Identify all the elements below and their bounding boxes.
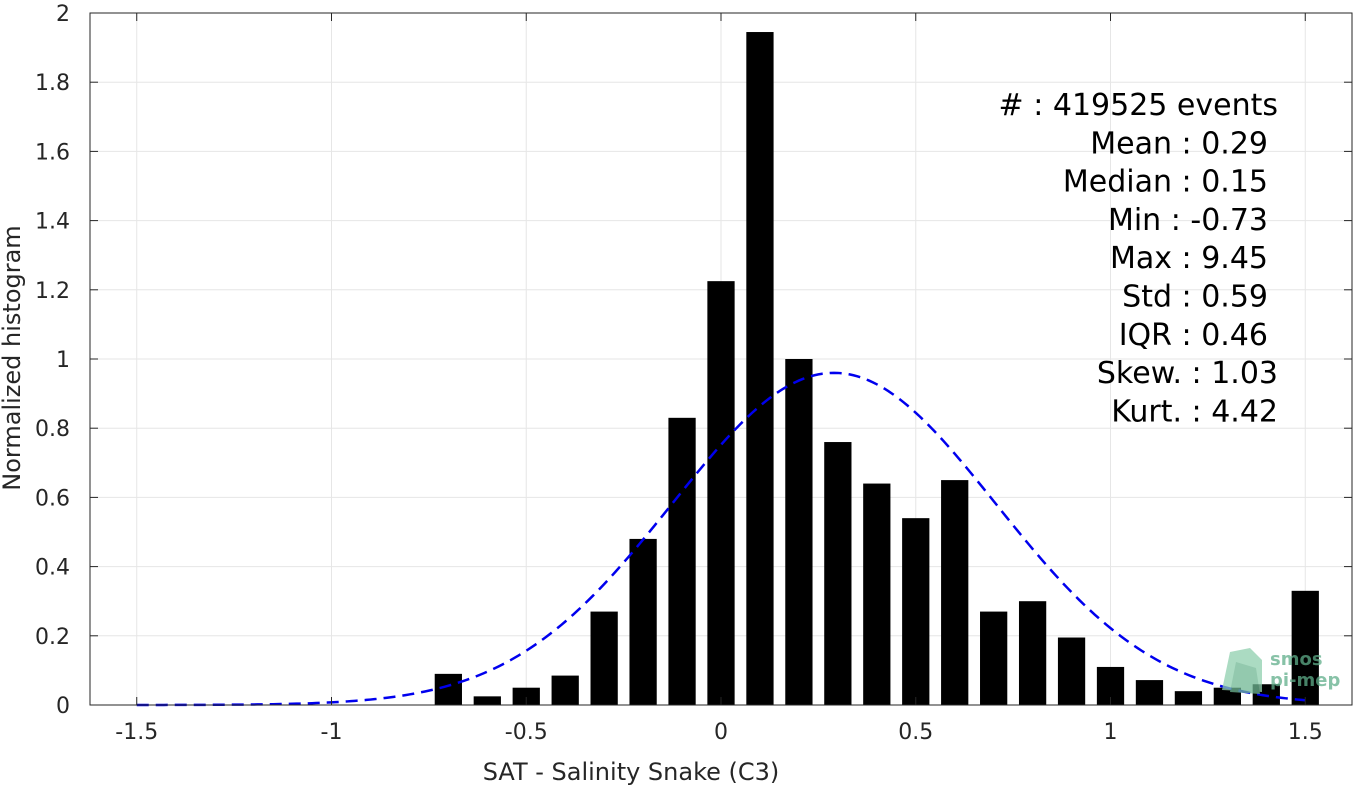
stat-line: Skew. : 1.03 xyxy=(1097,356,1278,391)
histogram-bar xyxy=(668,417,696,705)
histogram-bar xyxy=(473,696,501,705)
y-tick-label: 1.6 xyxy=(35,140,70,165)
histogram-bar xyxy=(590,611,618,705)
stat-line: Min : -0.73 xyxy=(1108,203,1268,238)
x-tick-label: -0.5 xyxy=(505,720,548,745)
stat-line: Max : 9.45 xyxy=(1110,241,1268,276)
y-tick-label: 0.6 xyxy=(35,486,70,511)
x-tick-label: -1.5 xyxy=(115,720,158,745)
histogram-bar xyxy=(785,359,813,705)
stat-line: Median : 0.15 xyxy=(1063,165,1268,200)
y-axis-label: Normalized histogram xyxy=(0,225,26,490)
stat-line: Kurt. : 4.42 xyxy=(1111,394,1278,429)
stat-line: Std : 0.59 xyxy=(1122,280,1268,315)
y-tick-label: 0.8 xyxy=(35,417,70,442)
x-tick-label: 1 xyxy=(1104,720,1118,745)
logo-line-2: pi-mep xyxy=(1270,670,1340,691)
histogram-bar xyxy=(1174,691,1203,705)
logo-line-1: smos xyxy=(1270,649,1323,670)
x-tick-label: 0 xyxy=(714,720,728,745)
histogram-bar xyxy=(863,483,891,705)
y-tick-label: 1.8 xyxy=(35,71,70,96)
histogram-bar xyxy=(434,673,462,705)
histogram-bar xyxy=(512,687,540,705)
histogram-bar xyxy=(941,480,969,705)
histogram-bar xyxy=(1057,637,1086,705)
y-tick-label: 0.2 xyxy=(35,625,70,650)
x-tick-label: 0.5 xyxy=(898,720,933,745)
histogram-bar xyxy=(1018,601,1047,705)
axes-ticks: -1.5 -1 -0.5 0 0.5 1 1.5 0 0.2 0.4 0.6 0.8 1 1.2 1.4 1.… xyxy=(35,2,1352,745)
histogram-bar xyxy=(629,538,657,705)
histogram-bars xyxy=(434,32,1319,705)
histogram-bar xyxy=(902,518,930,705)
y-tick-label: 0 xyxy=(56,694,70,719)
y-tick-label: 0.4 xyxy=(35,556,70,581)
histogram-bar xyxy=(824,442,852,705)
x-tick-label: -1 xyxy=(321,720,343,745)
stat-line: IQR : 0.46 xyxy=(1119,318,1268,353)
y-tick-label: 1 xyxy=(56,348,70,373)
histogram-bar xyxy=(746,32,774,705)
y-tick-label: 1.4 xyxy=(35,210,70,235)
x-tick-label: 1.5 xyxy=(1288,720,1323,745)
y-tick-label: 1.2 xyxy=(35,279,70,304)
histogram-bar xyxy=(551,675,579,705)
x-axis-label: SAT - Salinity Snake (C3) xyxy=(483,758,780,786)
histogram-bar xyxy=(1291,590,1319,705)
histogram-bar xyxy=(707,281,735,705)
smos-pi-mep-logo: smos pi-mep xyxy=(1222,648,1340,694)
histogram-bar xyxy=(980,611,1008,705)
y-tick-label: 2 xyxy=(56,2,70,27)
histogram-bar xyxy=(1135,680,1164,705)
stat-line: # : 419525 events xyxy=(999,88,1278,123)
stat-line: Mean : 0.29 xyxy=(1090,126,1268,161)
